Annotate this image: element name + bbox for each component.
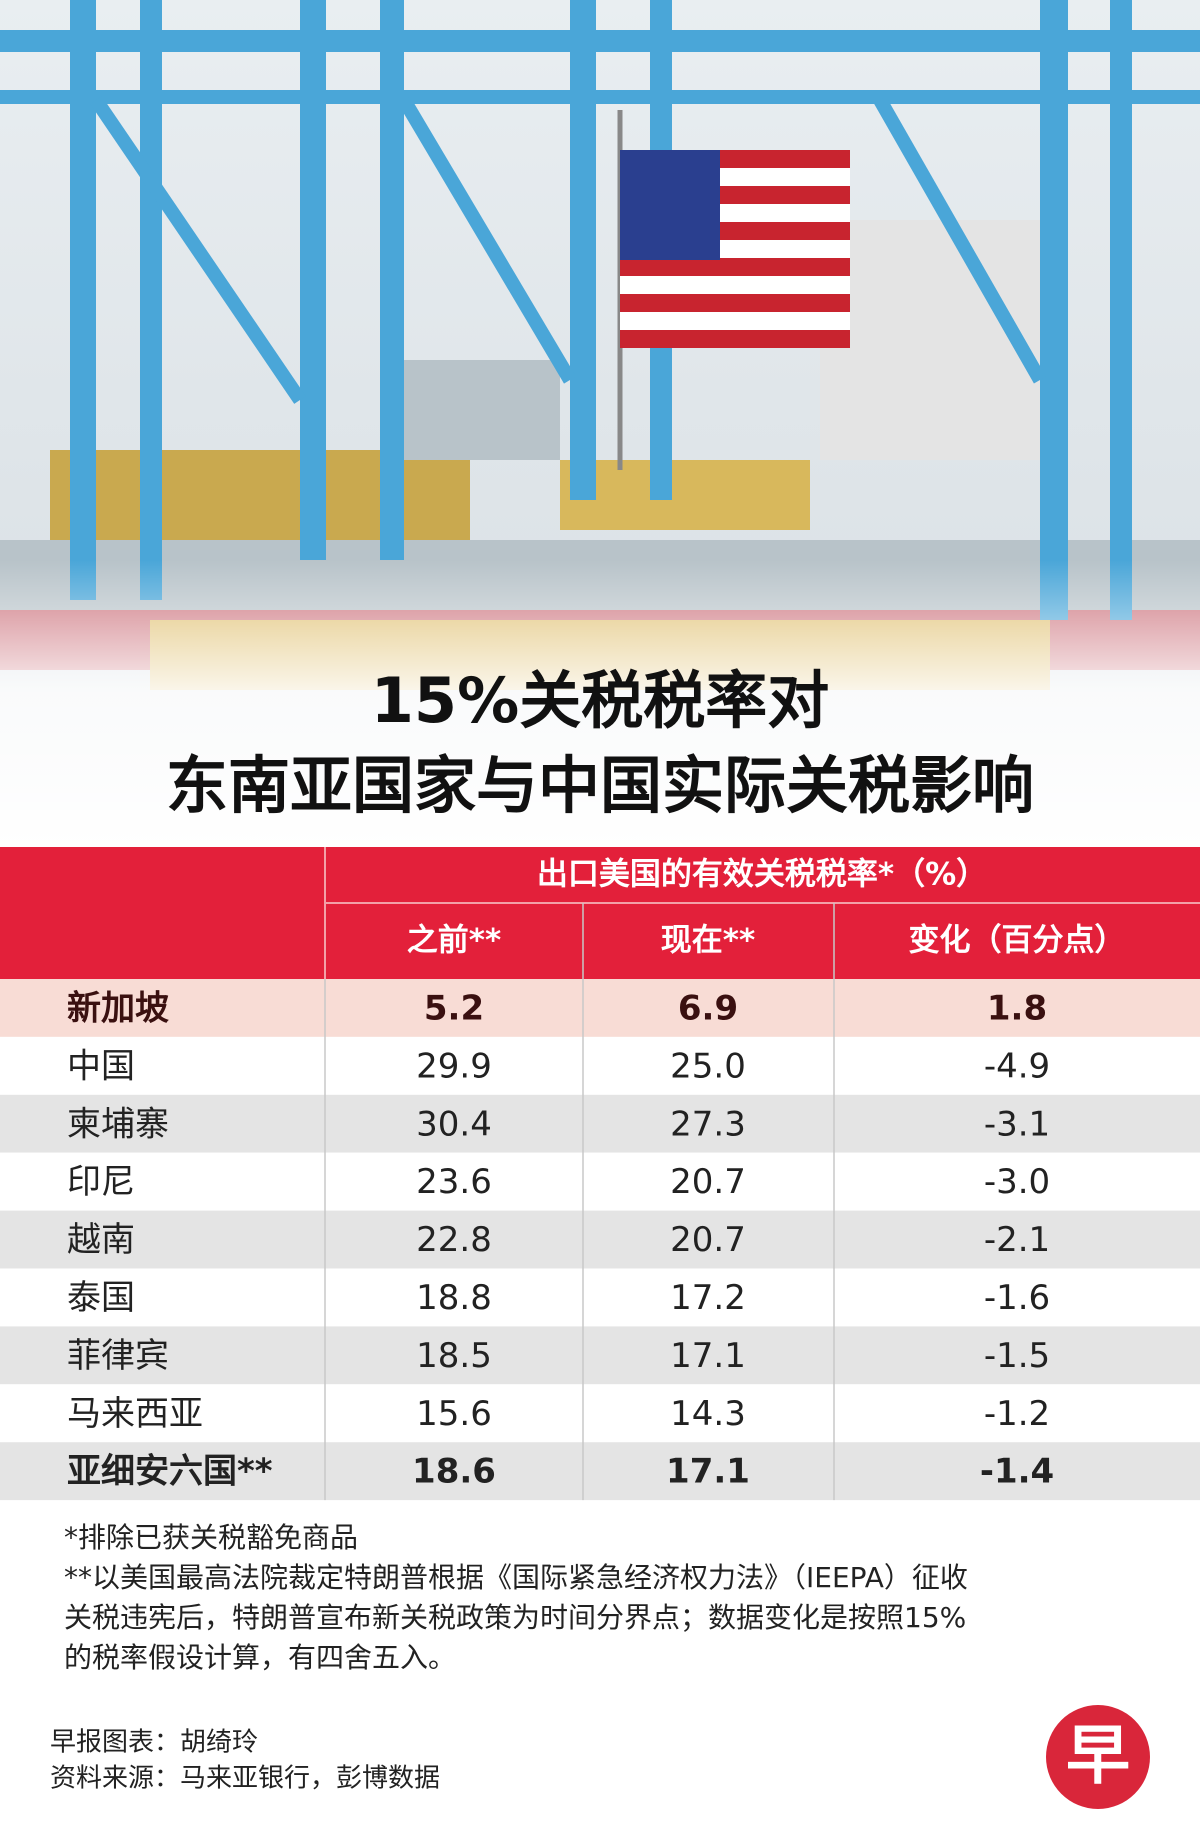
cell-value: 18.5 [416, 1336, 492, 1376]
cell-value: 20.7 [670, 1162, 746, 1202]
cell-value: 22.8 [416, 1220, 492, 1260]
title-line: 东南亚国家与中国实际关税影响 [166, 749, 1034, 822]
row-background [0, 1094, 1200, 1153]
cell-value: 23.6 [416, 1162, 492, 1202]
row-label: 亚细安六国** [67, 1452, 273, 1492]
column-header: 现在** [661, 923, 755, 959]
credit: 资料来源：马来亚银行，彭博数据 [50, 1764, 440, 1794]
cell-value: 25.0 [670, 1046, 746, 1086]
title-line: 15%关税税率对 [371, 664, 829, 737]
footnote: **以美国最高法院裁定特朗普根据《国际紧急经济权力法》（IEEPA）征收 [64, 1561, 968, 1594]
cell-value: -1.2 [984, 1394, 1050, 1434]
cell-value: 14.3 [670, 1394, 746, 1434]
row-label: 柬埔寨 [67, 1104, 169, 1144]
header-band [0, 847, 1200, 979]
cell-value: 15.6 [416, 1394, 492, 1434]
cell-value: -3.1 [984, 1104, 1050, 1144]
row-label: 新加坡 [67, 988, 169, 1028]
row-background [0, 1268, 1200, 1327]
cell-value: 29.9 [416, 1046, 492, 1086]
row-background [0, 1326, 1200, 1385]
row-background [0, 1384, 1200, 1443]
cell-value: -2.1 [984, 1220, 1050, 1260]
group-header: 出口美国的有效关税税率*（%） [537, 857, 987, 893]
footnote: *排除已获关税豁免商品 [64, 1521, 358, 1554]
cell-value: -1.4 [980, 1452, 1054, 1492]
row-background [0, 1210, 1200, 1269]
cell-value: 17.1 [670, 1336, 746, 1376]
footnote: 的税率假设计算，有四舍五入。 [64, 1641, 456, 1674]
row-label: 印尼 [67, 1162, 135, 1202]
table: 出口美国的有效关税税率*（%） 之前** 现在** 变化（百分点） 新加坡 5.2 6.9 1… [0, 847, 1200, 1501]
row-background [0, 1036, 1200, 1095]
cell-value: 17.2 [670, 1278, 746, 1318]
cell-value: 17.1 [666, 1452, 750, 1492]
credit: 早报图表：胡绮玲 [50, 1728, 258, 1758]
cell-value: 30.4 [416, 1104, 492, 1144]
flag [617, 110, 850, 470]
row-label: 越南 [67, 1220, 135, 1260]
cell-value: 18.6 [412, 1452, 496, 1492]
logo-text: 早 [1066, 1720, 1130, 1794]
row-label: 菲律宾 [67, 1336, 169, 1376]
port-photo [0, 0, 1200, 850]
cell-value: 5.2 [424, 988, 484, 1028]
row-background [0, 1152, 1200, 1211]
cell-value: 27.3 [670, 1104, 746, 1144]
cell-value: -4.9 [984, 1046, 1050, 1086]
cell-value: 6.9 [678, 988, 738, 1028]
cell-value: 20.7 [670, 1220, 746, 1260]
row-background [0, 979, 1200, 1037]
column-header: 变化（百分点） [909, 923, 1126, 959]
cell-value: -3.0 [984, 1162, 1050, 1202]
logo: 早 [1046, 1705, 1150, 1809]
row-label: 马来西亚 [67, 1394, 203, 1434]
cell-value: 18.8 [416, 1278, 492, 1318]
row-label: 泰国 [67, 1278, 135, 1318]
cell-value: -1.6 [984, 1278, 1050, 1318]
row-background [0, 1442, 1200, 1501]
footnote: 关税违宪后，特朗普宣布新关税政策为时间分界点；数据变化是按照15% [64, 1601, 966, 1634]
cell-value: 1.8 [987, 988, 1047, 1028]
cell-value: -1.5 [984, 1336, 1050, 1376]
footnotes: *排除已获关税豁免商品 **以美国最高法院裁定特朗普根据《国际紧急经济权力法》（I… [50, 1521, 968, 1794]
column-header: 之前** [407, 923, 501, 959]
row-label: 中国 [67, 1046, 135, 1086]
